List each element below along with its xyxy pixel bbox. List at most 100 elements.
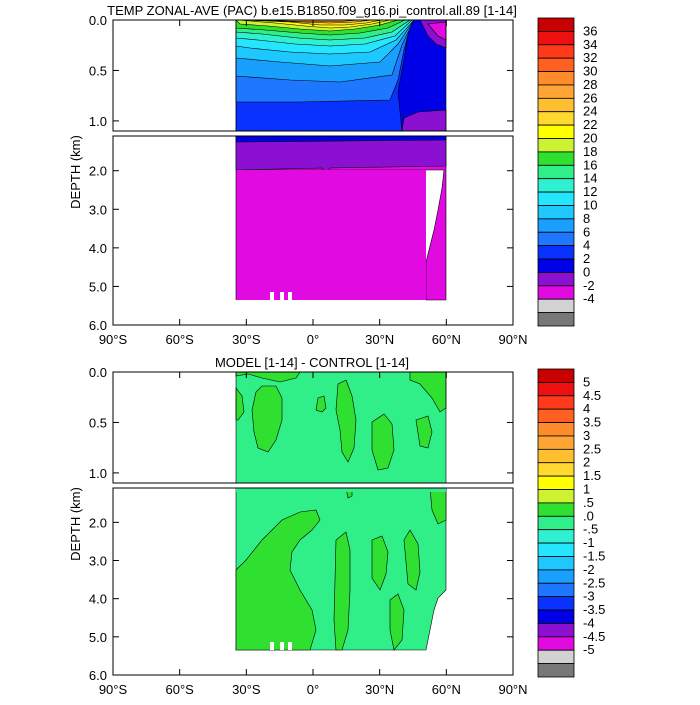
- y-tick-label: 4.0: [89, 241, 107, 256]
- colorbar-swatch: [537, 609, 575, 624]
- panel-temperature: TEMP ZONAL-AVE (PAC) b.e15.B1850.f09_g16…: [68, 3, 597, 347]
- colorbar-swatch: [537, 272, 575, 287]
- colorbar-swatch: [537, 515, 575, 531]
- panel-2-title: MODEL [1-14] - CONTROL [1-14]: [215, 355, 409, 370]
- colorbar-swatch: [537, 178, 575, 193]
- difference-upper-field: [235, 372, 447, 483]
- colorbar-swatch: [537, 542, 575, 557]
- colorbar-label: 18: [583, 144, 597, 159]
- colorbar-swatch: [537, 285, 575, 300]
- colorbar-label: 1.5: [583, 468, 601, 483]
- colorbar-difference: 54.543.532.521.51.5.0-.5-1-1.5-2-2.5-3-3…: [537, 368, 605, 678]
- colorbar-swatch: [537, 556, 575, 571]
- colorbar-label: 34: [583, 37, 597, 52]
- y-tick-label: 6.0: [89, 668, 107, 683]
- x-tick-label: 30°N: [365, 682, 394, 697]
- y-tick-label: 6.0: [89, 318, 107, 333]
- x-tick-label: 30°N: [365, 332, 394, 347]
- colorbar-label: -3.5: [583, 602, 605, 617]
- colorbar-label: 32: [583, 50, 597, 65]
- colorbar-label: .5: [583, 495, 594, 510]
- colorbar-swatch: [537, 71, 575, 86]
- colorbar-swatch: [537, 462, 575, 477]
- colorbar-swatch: [537, 475, 575, 490]
- difference-lower-field: [235, 488, 447, 651]
- colorbar-swatch: [537, 258, 575, 273]
- colorbar-swatch: [537, 435, 575, 450]
- colorbar-label: 28: [583, 77, 597, 92]
- panel-difference: MODEL [1-14] - CONTROL [1-14]: [68, 355, 605, 697]
- colorbar-swatch: [537, 97, 575, 113]
- colorbar-label: -.5: [583, 522, 598, 537]
- colorbar-swatch: [537, 191, 575, 206]
- y-tick-label: 4.0: [89, 592, 107, 607]
- colorbar-swatch: [537, 596, 575, 611]
- y-tick-label: 0.0: [89, 13, 107, 28]
- colorbar-swatch: [537, 381, 575, 397]
- colorbar-label: -4: [583, 615, 595, 630]
- colorbar-label: 4: [583, 401, 590, 416]
- y-tick-label: 2.0: [89, 164, 107, 179]
- colorbar-swatch: [537, 312, 575, 327]
- colorbar-label: .0: [583, 508, 594, 523]
- x-tick-label: 60°N: [432, 332, 461, 347]
- temperature-lower-field: [235, 136, 447, 301]
- colorbar-swatch: [537, 218, 575, 233]
- colorbar-label: -4.5: [583, 629, 605, 644]
- colorbar-label: -3: [583, 589, 595, 604]
- colorbar-label: 20: [583, 131, 597, 146]
- colorbar-swatch: [537, 582, 575, 598]
- colorbar-swatch: [537, 111, 575, 126]
- colorbar-swatch: [537, 124, 575, 139]
- colorbar-label: -4: [583, 291, 595, 306]
- y-tick-label: 3.0: [89, 202, 107, 217]
- panel-1-title: TEMP ZONAL-AVE (PAC) b.e15.B1850.f09_g16…: [107, 3, 517, 18]
- colorbar-swatch: [537, 448, 575, 464]
- x-tick-label: 90°S: [99, 332, 128, 347]
- colorbar-swatch: [537, 231, 575, 247]
- colorbar-label: 3.5: [583, 415, 601, 430]
- colorbar-swatch: [537, 245, 575, 260]
- y-axis-label-2: DEPTH (km): [68, 487, 83, 561]
- x-tick-label: 0°: [307, 682, 319, 697]
- y-tick-label: 0.5: [89, 63, 107, 78]
- colorbar-label: 2.5: [583, 441, 601, 456]
- x-tick-label: 60°S: [165, 332, 194, 347]
- colorbar-label: 14: [583, 171, 597, 186]
- colorbar-label: 24: [583, 104, 597, 119]
- colorbar-swatch: [537, 368, 575, 383]
- colorbar-label: -1: [583, 535, 595, 550]
- x-tick-label: 90°N: [498, 332, 527, 347]
- colorbar-swatch: [537, 151, 575, 166]
- colorbar-label: 5: [583, 374, 590, 389]
- colorbar-swatch: [537, 422, 575, 437]
- x-tick-label: 30°S: [232, 332, 261, 347]
- y-tick-label: 1.0: [89, 114, 107, 129]
- x-tick-label: 60°S: [165, 682, 194, 697]
- y-tick-label: 1.0: [89, 466, 107, 481]
- colorbar-swatch: [537, 623, 575, 638]
- axes-panel-2: 90°S 60°S 30°S 0° 30°N 60°N 90°N 0.0 0.5 1.0 2.0 3.…: [89, 365, 528, 697]
- colorbar-swatch: [537, 395, 575, 410]
- colorbar-label: 16: [583, 157, 597, 172]
- colorbar-swatch: [537, 408, 575, 423]
- colorbar-swatch: [537, 30, 575, 46]
- colorbar-label: 4.5: [583, 388, 601, 403]
- x-tick-label: 60°N: [432, 682, 461, 697]
- y-tick-label: 2.0: [89, 515, 107, 530]
- colorbar-swatch: [537, 44, 575, 59]
- colorbar-swatch: [537, 17, 575, 32]
- colorbar-label: 1: [583, 482, 590, 497]
- colorbar-label: -1.5: [583, 548, 605, 563]
- colorbar-label: 12: [583, 184, 597, 199]
- colorbar-label: 4: [583, 238, 590, 253]
- x-tick-label: 0°: [307, 332, 319, 347]
- colorbar-label: 10: [583, 197, 597, 212]
- colorbar-label: -2: [583, 562, 595, 577]
- colorbar-swatch: [537, 636, 575, 651]
- x-tick-label: 90°S: [99, 682, 128, 697]
- y-tick-label: 0.0: [89, 365, 107, 380]
- colorbar-label: 3: [583, 428, 590, 443]
